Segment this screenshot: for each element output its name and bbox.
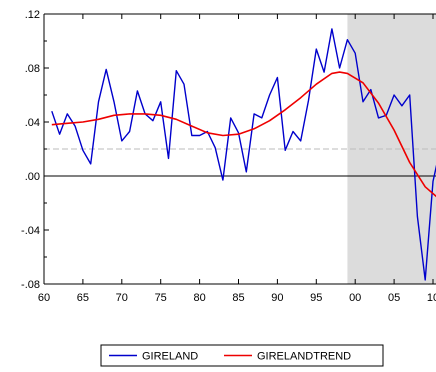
data-point-gireland [277,77,278,78]
x-tick-label: 85 [232,292,244,304]
data-point-gireland [401,105,402,106]
data-point-girelandtrend [207,132,208,133]
data-point-gireland [378,117,379,118]
data-point-girelandtrend [339,72,340,73]
y-tick-label: .08 [25,63,40,75]
data-point-girelandtrend [394,130,395,131]
data-point-gireland [106,69,107,70]
data-point-gireland [113,101,114,102]
data-point-gireland [75,126,76,127]
data-point-gireland [425,279,426,280]
data-point-gireland [300,140,301,141]
data-point-gireland [168,158,169,159]
data-point-girelandtrend [160,115,161,116]
x-tick-label: 95 [310,292,322,304]
data-point-girelandtrend [409,162,410,163]
data-point-gireland [59,134,60,135]
data-point-gireland [292,131,293,132]
x-tick-label: 05 [388,292,400,304]
y-tick-label: -.08 [21,279,40,291]
data-point-gireland [355,53,356,54]
data-point-gireland [160,101,161,102]
data-point-gireland [347,39,348,40]
data-point-girelandtrend [285,109,286,110]
data-point-girelandtrend [145,113,146,114]
data-point-gireland [121,140,122,141]
data-point-girelandtrend [191,126,192,127]
x-tick-label: 70 [116,292,128,304]
legend-label-gireland: GIRELAND [142,351,198,363]
data-point-gireland [246,171,247,172]
data-point-girelandtrend [113,115,114,116]
data-point-gireland [129,131,130,132]
x-tick-label: 10 [427,292,436,304]
data-point-gireland [261,117,262,118]
data-point-girelandtrend [82,121,83,122]
data-point-gireland [370,89,371,90]
data-point-gireland [285,150,286,151]
x-tick-label: 90 [271,292,283,304]
data-point-girelandtrend [425,186,426,187]
data-point-gireland [98,101,99,102]
data-point-gireland [417,216,418,217]
x-tick-label: 80 [193,292,205,304]
data-point-gireland [339,67,340,68]
data-point-girelandtrend [222,135,223,136]
data-point-gireland [137,90,138,91]
x-tick-label: 65 [77,292,89,304]
data-point-girelandtrend [254,128,255,129]
y-tick-label: .12 [25,9,40,21]
data-point-girelandtrend [176,119,177,120]
data-point-gireland [176,70,177,71]
data-point-girelandtrend [347,73,348,74]
x-tick-label: 00 [349,292,361,304]
data-point-gireland [183,84,184,85]
y-tick-label: .04 [25,117,40,129]
data-point-gireland [51,111,52,112]
data-point-gireland [362,101,363,102]
data-point-gireland [269,94,270,95]
data-point-girelandtrend [300,97,301,98]
x-tick-label: 60 [38,292,50,304]
legend-label-girelandtrend: GIRELANDTREND [257,351,351,363]
data-point-girelandtrend [67,123,68,124]
data-point-gireland [394,94,395,95]
data-point-girelandtrend [51,124,52,125]
data-point-gireland [82,150,83,151]
data-point-gireland [215,147,216,148]
data-point-gireland [191,135,192,136]
data-point-gireland [432,181,433,182]
data-point-girelandtrend [129,113,130,114]
data-point-gireland [316,49,317,50]
data-point-gireland [199,135,200,136]
data-point-girelandtrend [378,103,379,104]
data-point-gireland [152,120,153,121]
data-point-gireland [324,72,325,73]
series-line-girelandtrend [51,71,436,198]
data-point-gireland [90,163,91,164]
data-point-gireland [254,113,255,114]
data-point-girelandtrend [331,73,332,74]
data-point-girelandtrend [316,84,317,85]
data-point-gireland [230,117,231,118]
data-point-gireland [67,113,68,114]
data-point-gireland [409,94,410,95]
data-point-girelandtrend [238,134,239,135]
data-point-gireland [222,180,223,181]
data-point-gireland [331,28,332,29]
y-tick-label: .00 [25,171,40,183]
x-tick-label: 75 [155,292,167,304]
y-tick-label: -.04 [21,225,40,237]
data-point-girelandtrend [98,119,99,120]
data-point-girelandtrend [362,82,363,83]
data-point-gireland [308,100,309,101]
data-point-girelandtrend [269,120,270,121]
